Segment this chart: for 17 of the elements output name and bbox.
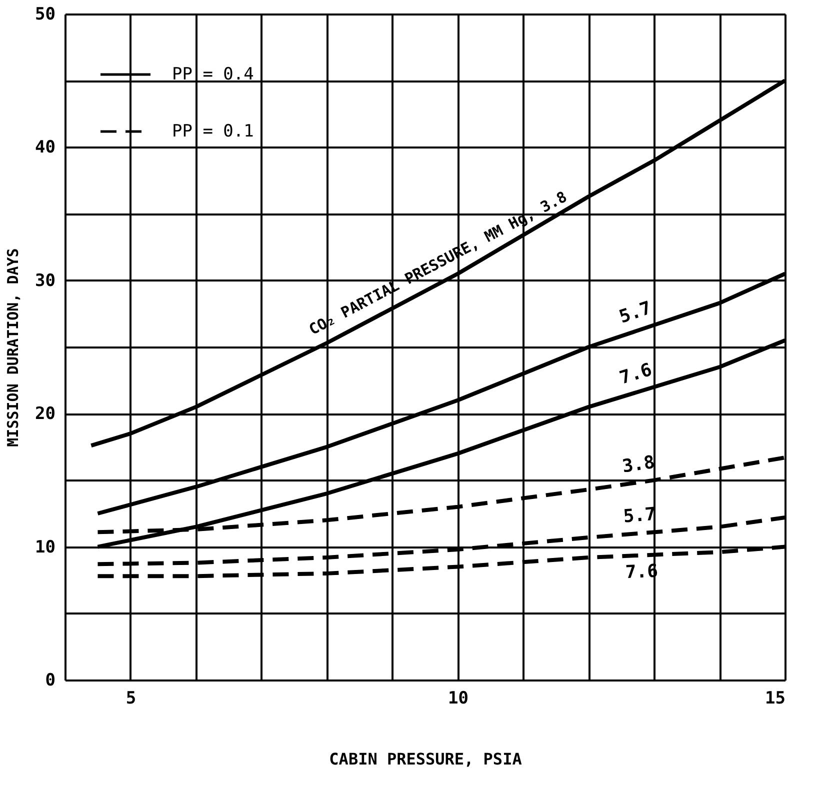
x-tick-label: 10 <box>448 688 468 708</box>
y-tick-label: 0 <box>45 670 56 690</box>
text: 3.8 <box>620 452 656 478</box>
series-label: 5.7 <box>622 504 657 528</box>
text: 5.7 <box>616 298 654 328</box>
y-tick-label: 30 <box>35 270 56 291</box>
y-tick-label: 10 <box>35 537 56 558</box>
y-tick-label: 50 <box>35 4 56 24</box>
y-tick-label: 40 <box>35 138 56 158</box>
text: 7.6 <box>617 359 654 389</box>
x-axis-title: CABIN PRESSURE, PSIA <box>329 750 522 768</box>
x-tick-label: 5 <box>126 688 136 708</box>
annotation: PP = 0.1 <box>172 122 254 142</box>
y-tick-label: 20 <box>35 404 56 424</box>
y-axis-title: MISSION DURATION, DAYS <box>4 248 22 447</box>
annotation: PP = 0.4 <box>172 64 254 84</box>
x-tick-label: 15 <box>765 688 786 708</box>
